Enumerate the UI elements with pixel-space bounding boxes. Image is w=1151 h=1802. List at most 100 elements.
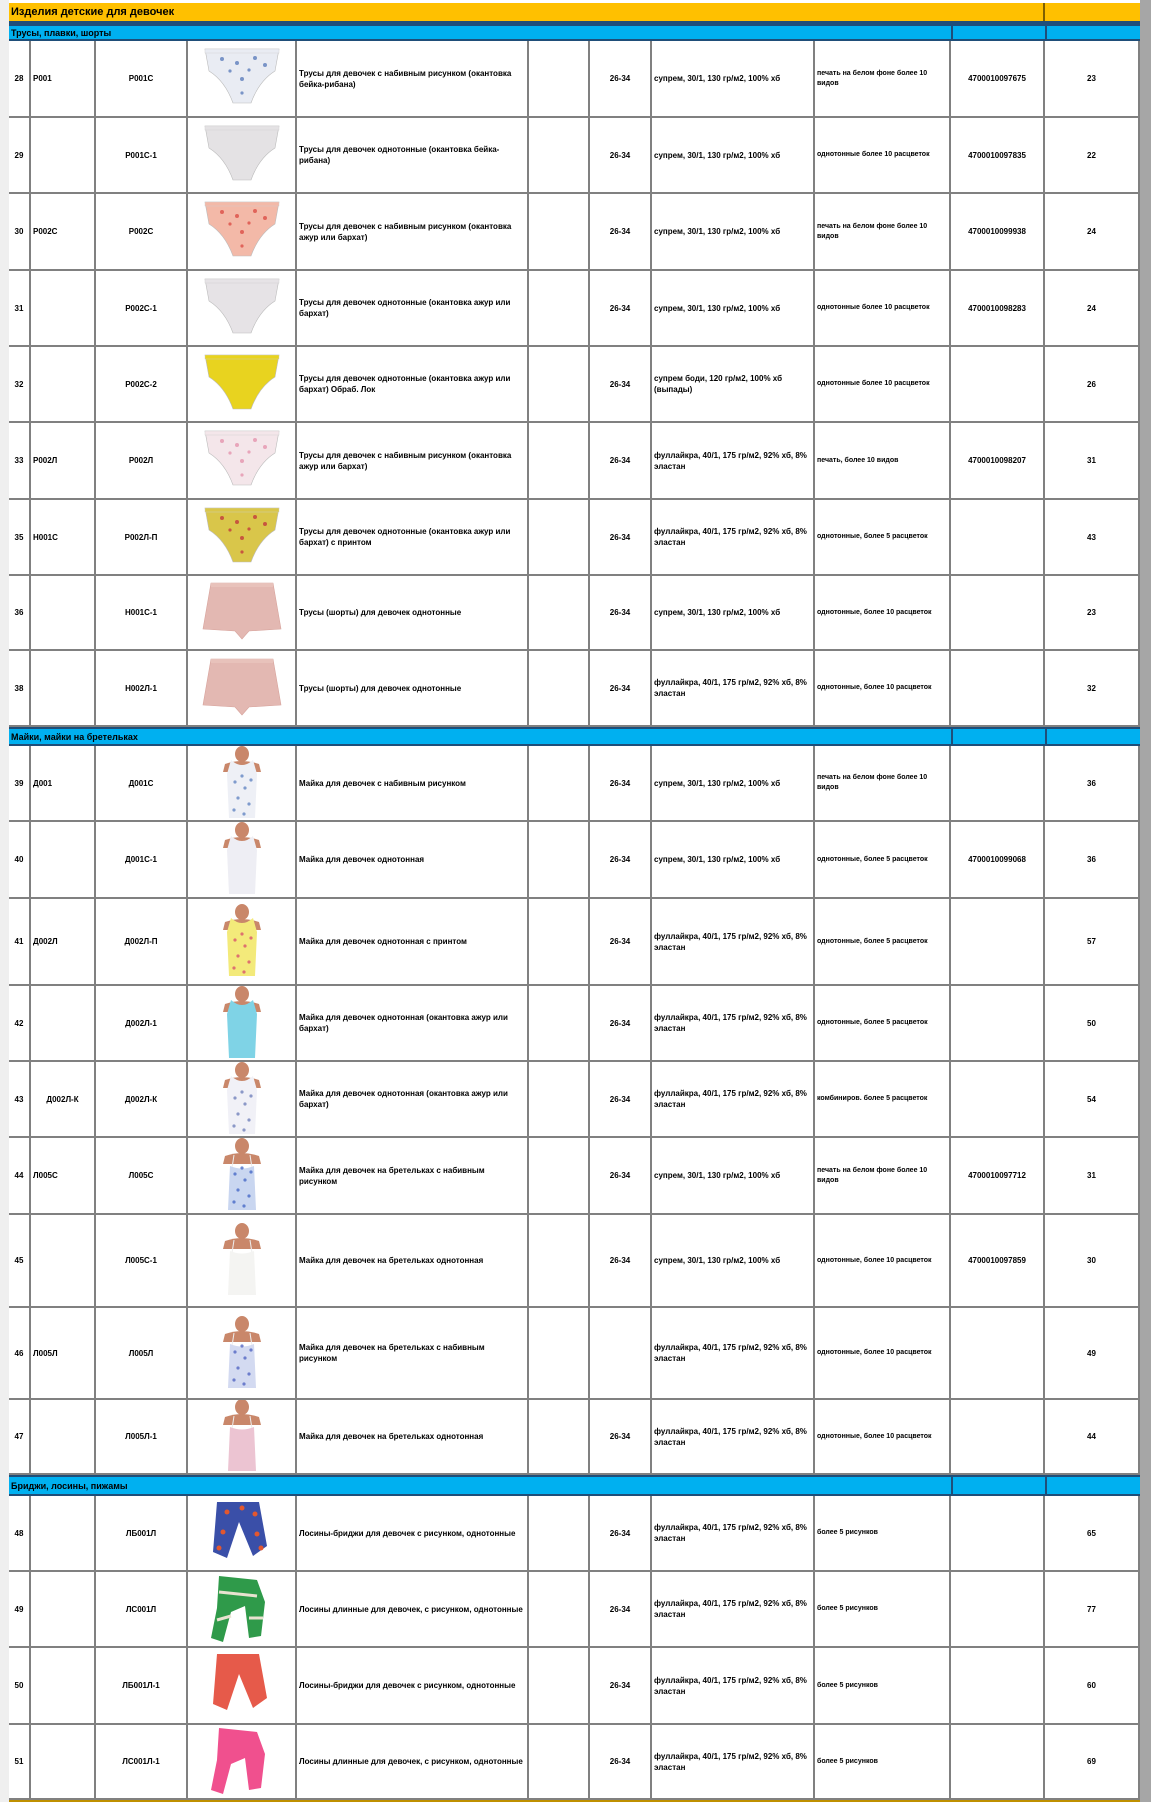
price-cell[interactable]: 26 bbox=[1045, 347, 1140, 421]
price-cell[interactable]: 60 bbox=[1045, 1648, 1140, 1723]
row-number-cell[interactable]: 51 bbox=[9, 1725, 31, 1798]
fabric-cell[interactable]: супрем, 30/1, 130 гр/м2, 100% хб bbox=[652, 118, 815, 192]
title-empty-cell[interactable] bbox=[1045, 3, 1140, 21]
description-cell[interactable]: Трусы для девочек однотонные (окантовка … bbox=[297, 500, 529, 574]
empty-cell[interactable] bbox=[529, 822, 590, 897]
article-cell[interactable]: ЛБ001Л-1 bbox=[96, 1648, 188, 1723]
fabric-cell[interactable]: фуллайкра, 40/1, 175 гр/м2, 92% хб, 8% э… bbox=[652, 899, 815, 984]
empty-cell[interactable] bbox=[529, 1496, 590, 1570]
empty-cell[interactable] bbox=[529, 118, 590, 192]
fabric-cell[interactable]: супрем, 30/1, 130 гр/м2, 100% хб bbox=[652, 1215, 815, 1306]
colors-cell[interactable]: печать на белом фоне более 10 видов bbox=[815, 194, 951, 269]
size-cell[interactable]: 26-34 bbox=[590, 1062, 652, 1136]
product-image-cell[interactable] bbox=[188, 651, 297, 725]
colors-cell[interactable]: печать на белом фоне более 10 видов bbox=[815, 41, 951, 116]
empty-cell[interactable] bbox=[529, 1308, 590, 1398]
colors-cell[interactable]: однотонные, более 10 расцветок bbox=[815, 651, 951, 725]
section-header-row[interactable]: Майки, майки на бретельках bbox=[9, 727, 1140, 746]
barcode-cell[interactable] bbox=[951, 1400, 1045, 1473]
row-number-cell[interactable]: 48 bbox=[9, 1496, 31, 1570]
barcode-cell[interactable] bbox=[951, 1648, 1045, 1723]
barcode-cell[interactable]: 4700010097675 bbox=[951, 41, 1045, 116]
article-cell[interactable]: Н001С-1 bbox=[96, 576, 188, 649]
model-cell[interactable] bbox=[31, 118, 96, 192]
fabric-cell[interactable]: фуллайкра, 40/1, 175 гр/м2, 92% хб, 8% э… bbox=[652, 986, 815, 1060]
colors-cell[interactable]: более 5 рисунков bbox=[815, 1725, 951, 1798]
description-cell[interactable]: Майка для девочек однотонная (окантовка … bbox=[297, 1062, 529, 1136]
model-cell[interactable] bbox=[31, 1648, 96, 1723]
empty-cell[interactable] bbox=[529, 1138, 590, 1213]
description-cell[interactable]: Лосины-бриджи для девочек с рисунком, од… bbox=[297, 1648, 529, 1723]
fabric-cell[interactable]: супрем, 30/1, 130 гр/м2, 100% хб bbox=[652, 271, 815, 345]
price-cell[interactable]: 23 bbox=[1045, 41, 1140, 116]
section-header-row[interactable]: Трусы, плавки, шорты bbox=[9, 24, 1140, 41]
article-cell[interactable]: Р002Л-П bbox=[96, 500, 188, 574]
empty-cell[interactable] bbox=[529, 651, 590, 725]
empty-cell[interactable] bbox=[529, 1400, 590, 1473]
size-cell[interactable] bbox=[590, 1308, 652, 1398]
size-cell[interactable]: 26-34 bbox=[590, 822, 652, 897]
colors-cell[interactable]: однотонные более 10 расцветок bbox=[815, 271, 951, 345]
price-cell[interactable]: 57 bbox=[1045, 899, 1140, 984]
colors-cell[interactable]: однотонные, более 5 расцветок bbox=[815, 500, 951, 574]
row-number-cell[interactable]: 42 bbox=[9, 986, 31, 1060]
fabric-cell[interactable]: фуллайкра, 40/1, 175 гр/м2, 92% хб, 8% э… bbox=[652, 651, 815, 725]
section-empty-cell[interactable] bbox=[951, 1477, 1045, 1494]
fabric-cell[interactable]: фуллайкра, 40/1, 175 гр/м2, 92% хб, 8% э… bbox=[652, 1725, 815, 1798]
row-number-cell[interactable]: 35 bbox=[9, 500, 31, 574]
size-cell[interactable]: 26-34 bbox=[590, 986, 652, 1060]
article-cell[interactable]: Р001С bbox=[96, 41, 188, 116]
colors-cell[interactable]: однотонные, более 10 расцветок bbox=[815, 1308, 951, 1398]
price-cell[interactable]: 69 bbox=[1045, 1725, 1140, 1798]
row-number-cell[interactable]: 29 bbox=[9, 118, 31, 192]
row-number-cell[interactable]: 30 bbox=[9, 194, 31, 269]
fabric-cell[interactable]: фуллайкра, 40/1, 175 гр/м2, 92% хб, 8% э… bbox=[652, 1400, 815, 1473]
description-cell[interactable]: Майка для девочек с набивным рисунком bbox=[297, 746, 529, 820]
colors-cell[interactable]: печать, более 10 видов bbox=[815, 423, 951, 498]
price-cell[interactable]: 24 bbox=[1045, 194, 1140, 269]
fabric-cell[interactable]: супрем, 30/1, 130 гр/м2, 100% хб bbox=[652, 41, 815, 116]
price-cell[interactable]: 36 bbox=[1045, 746, 1140, 820]
article-cell[interactable]: ЛС001Л-1 bbox=[96, 1725, 188, 1798]
model-cell[interactable]: Р002С bbox=[31, 194, 96, 269]
size-cell[interactable]: 26-34 bbox=[590, 500, 652, 574]
article-cell[interactable]: ЛС001Л bbox=[96, 1572, 188, 1646]
product-image-cell[interactable] bbox=[188, 576, 297, 649]
size-cell[interactable]: 26-34 bbox=[590, 423, 652, 498]
fabric-cell[interactable]: супрем, 30/1, 130 гр/м2, 100% хб bbox=[652, 1138, 815, 1213]
price-cell[interactable]: 77 bbox=[1045, 1572, 1140, 1646]
model-cell[interactable]: Р002Л bbox=[31, 423, 96, 498]
section-empty-cell[interactable] bbox=[1045, 729, 1140, 744]
size-cell[interactable]: 26-34 bbox=[590, 1648, 652, 1723]
colors-cell[interactable]: однотонные, более 5 расцветок bbox=[815, 822, 951, 897]
section-empty-cell[interactable] bbox=[951, 26, 1045, 39]
description-cell[interactable]: Майка для девочек на бретельках однотонн… bbox=[297, 1400, 529, 1473]
product-image-cell[interactable] bbox=[188, 194, 297, 269]
fabric-cell[interactable]: супрем, 30/1, 130 гр/м2, 100% хб bbox=[652, 822, 815, 897]
product-image-cell[interactable] bbox=[188, 1308, 297, 1398]
fabric-cell[interactable]: фуллайкра, 40/1, 175 гр/м2, 92% хб, 8% э… bbox=[652, 500, 815, 574]
description-cell[interactable]: Майка для девочек на бретельках с набивн… bbox=[297, 1308, 529, 1398]
vertical-scrollbar[interactable] bbox=[1140, 0, 1151, 1802]
size-cell[interactable]: 26-34 bbox=[590, 1572, 652, 1646]
price-cell[interactable]: 36 bbox=[1045, 822, 1140, 897]
product-image-cell[interactable] bbox=[188, 1572, 297, 1646]
price-cell[interactable]: 22 bbox=[1045, 118, 1140, 192]
model-cell[interactable]: Д001 bbox=[31, 746, 96, 820]
barcode-cell[interactable]: 4700010099938 bbox=[951, 194, 1045, 269]
empty-cell[interactable] bbox=[529, 986, 590, 1060]
fabric-cell[interactable]: фуллайкра, 40/1, 175 гр/м2, 92% хб, 8% э… bbox=[652, 1062, 815, 1136]
description-cell[interactable]: Трусы для девочек однотонные (окантовка … bbox=[297, 118, 529, 192]
fabric-cell[interactable]: супрем, 30/1, 130 гр/м2, 100% хб bbox=[652, 576, 815, 649]
size-cell[interactable]: 26-34 bbox=[590, 1725, 652, 1798]
section-empty-cell[interactable] bbox=[1045, 1477, 1140, 1494]
product-image-cell[interactable] bbox=[188, 822, 297, 897]
product-image-cell[interactable] bbox=[188, 1648, 297, 1723]
price-cell[interactable]: 50 bbox=[1045, 986, 1140, 1060]
size-cell[interactable]: 26-34 bbox=[590, 899, 652, 984]
size-cell[interactable]: 26-34 bbox=[590, 271, 652, 345]
barcode-cell[interactable] bbox=[951, 986, 1045, 1060]
model-cell[interactable]: Л005Л bbox=[31, 1308, 96, 1398]
barcode-cell[interactable] bbox=[951, 899, 1045, 984]
model-cell[interactable]: Д002Л-К bbox=[31, 1062, 96, 1136]
